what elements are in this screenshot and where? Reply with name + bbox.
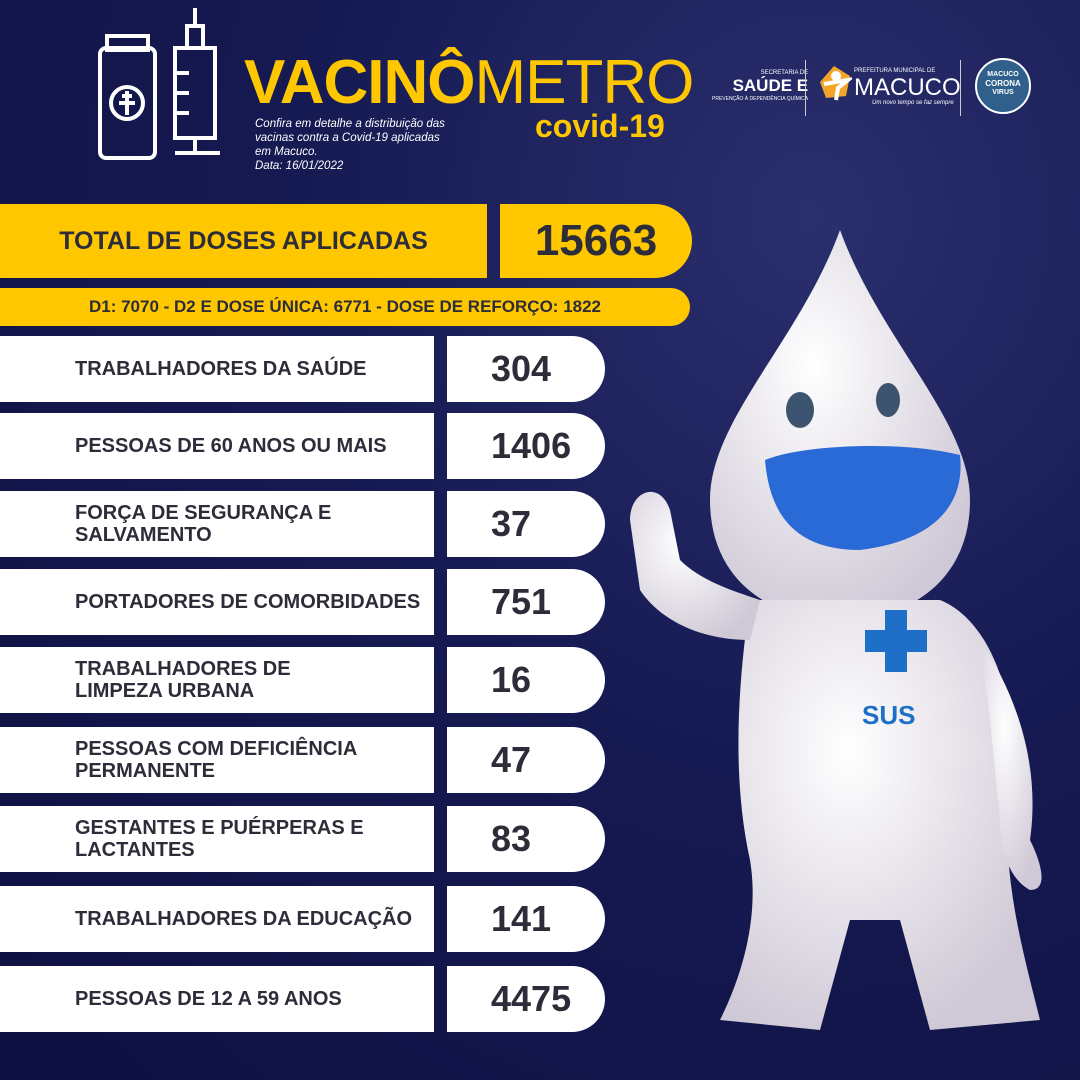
doses-breakdown: D1: 7070 - D2 E DOSE ÚNICA: 6771 - DOSE … bbox=[0, 288, 690, 326]
group-value: 141 bbox=[447, 886, 605, 952]
group-label: GESTANTES E PUÉRPERAS E LACTANTES bbox=[0, 806, 434, 872]
divider bbox=[805, 60, 806, 116]
prefeitura-logo: PREFEITURA MUNICIPAL DE MACUCO Um novo t… bbox=[816, 62, 961, 107]
group-value: 304 bbox=[447, 336, 605, 402]
group-label: PESSOAS DE 12 A 59 ANOS bbox=[0, 966, 434, 1032]
description: Confira em detalhe a distribuição das va… bbox=[255, 118, 445, 172]
group-label: TRABALHADORES DE LIMPEZA URBANA bbox=[0, 647, 434, 713]
group-label: FORÇA DE SEGURANÇA E SALVAMENTO bbox=[0, 491, 434, 557]
group-value: 1406 bbox=[447, 413, 605, 479]
secretaria-logo: SECRETARIA DE SAÚDE E PREVENÇÃO À DEPEND… bbox=[712, 70, 809, 102]
group-value: 4475 bbox=[447, 966, 605, 1032]
group-value: 16 bbox=[447, 647, 605, 713]
page-subtitle: covid-19 bbox=[535, 108, 665, 144]
total-doses-label: TOTAL DE DOSES APLICADAS bbox=[0, 204, 487, 278]
page-title: VACINÔMETRO bbox=[244, 48, 694, 117]
group-value: 47 bbox=[447, 727, 605, 793]
group-value: 751 bbox=[447, 569, 605, 635]
group-label: TRABALHADORES DA EDUCAÇÃO bbox=[0, 886, 434, 952]
group-value: 83 bbox=[447, 806, 605, 872]
group-label: PORTADORES DE COMORBIDADES bbox=[0, 569, 434, 635]
coronavirus-logo: MACUCO CORONA VIRUS bbox=[975, 58, 1031, 114]
ze-gotinha-mascot bbox=[630, 230, 1042, 1030]
group-label: TRABALHADORES DA SAÚDE bbox=[0, 336, 434, 402]
divider bbox=[960, 60, 961, 116]
group-label: PESSOAS COM DEFICIÊNCIA PERMANENTE bbox=[0, 727, 434, 793]
group-value: 37 bbox=[447, 491, 605, 557]
date: Data: 16/01/2022 bbox=[255, 160, 344, 172]
group-label: PESSOAS DE 60 ANOS OU MAIS bbox=[0, 413, 434, 479]
sus-badge: SUS bbox=[862, 700, 916, 730]
total-doses-value: 15663 bbox=[500, 204, 692, 278]
vaccine-icon bbox=[98, 8, 220, 160]
